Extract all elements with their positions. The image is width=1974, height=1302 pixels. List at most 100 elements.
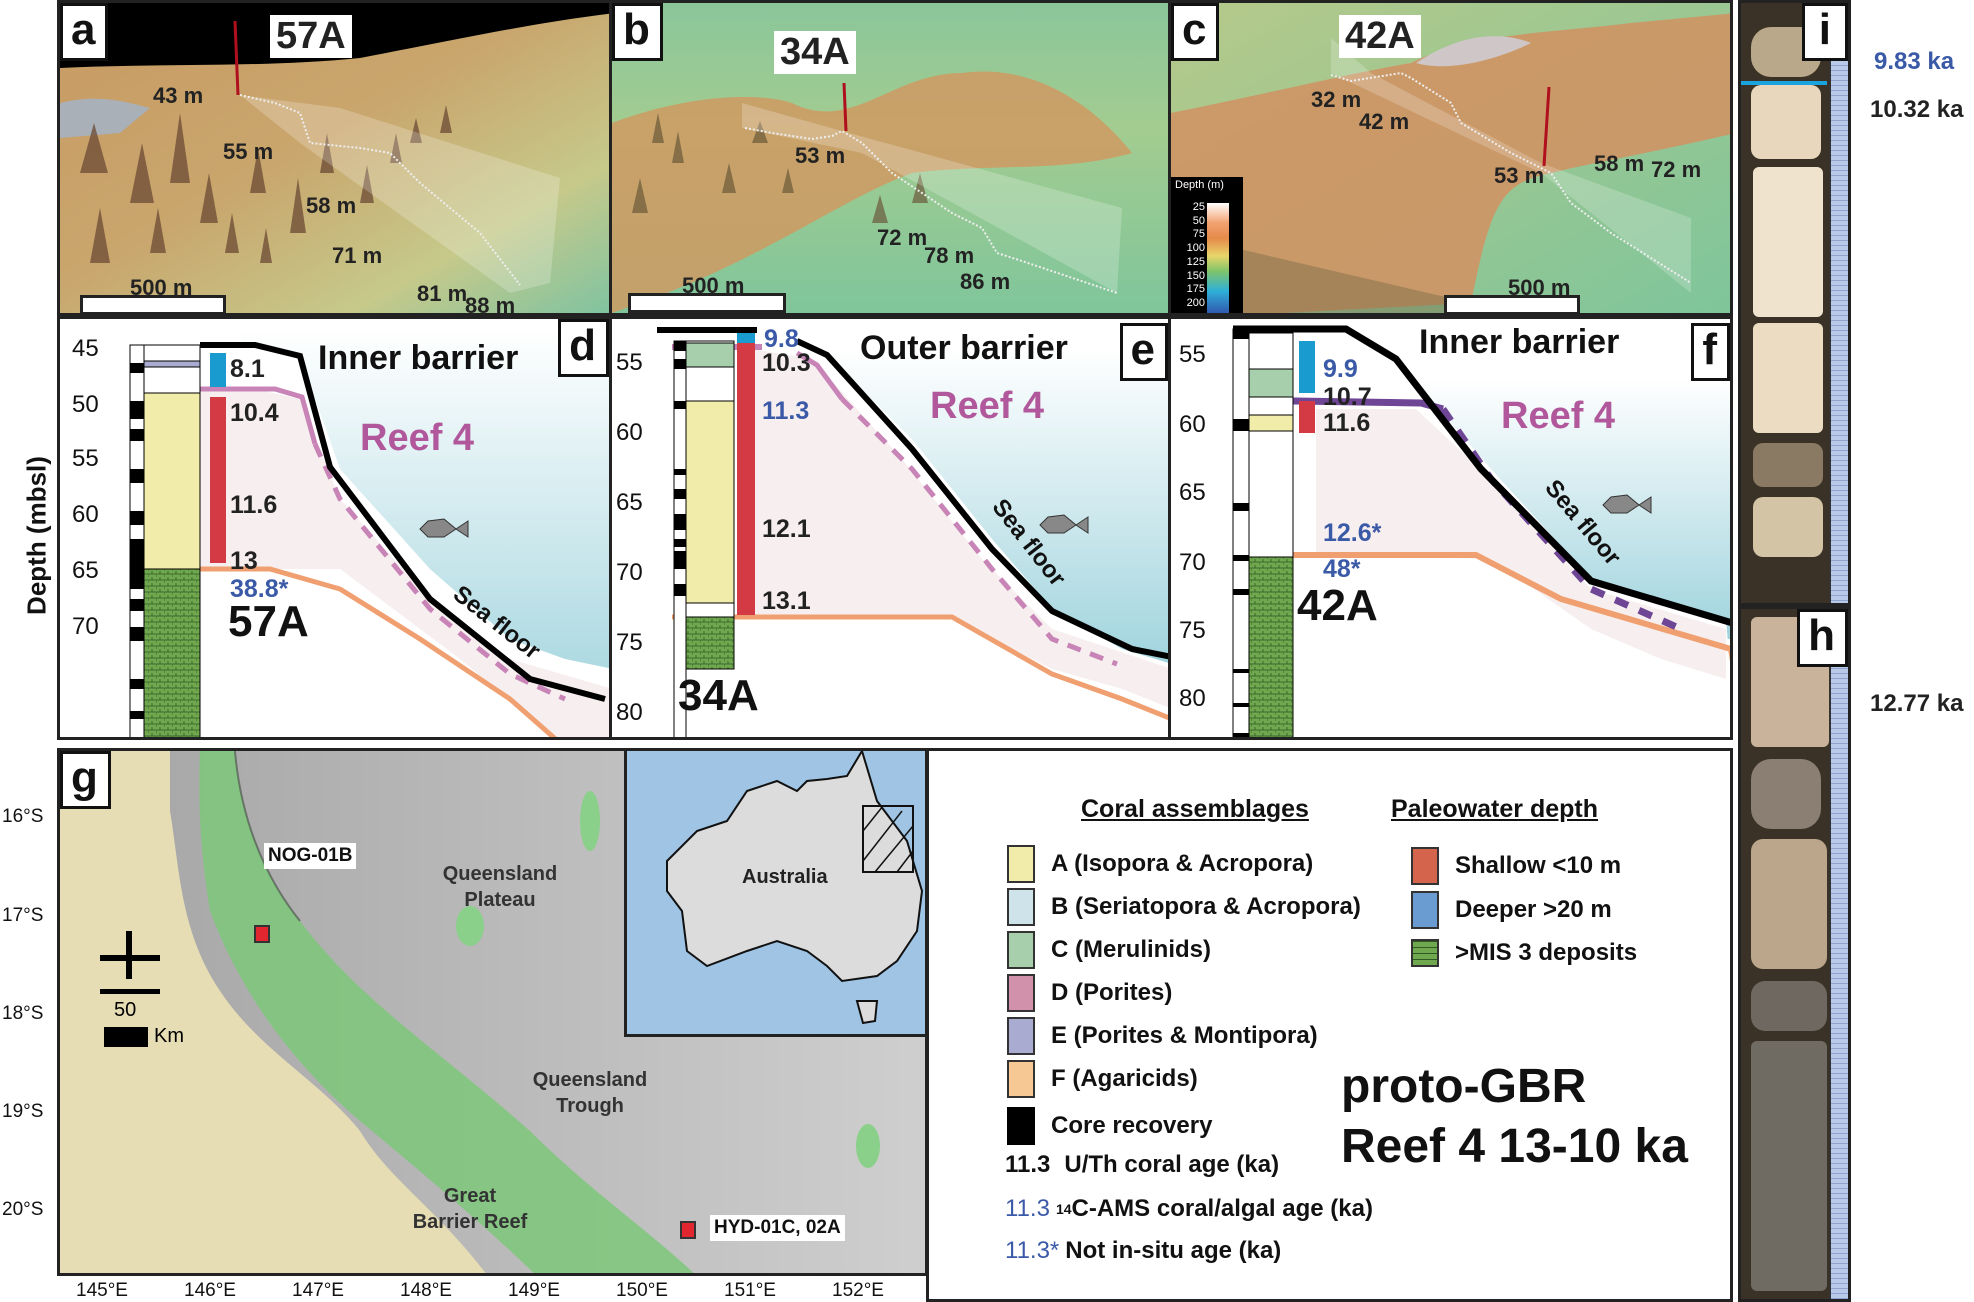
legend-age-not-in-situ: 11.3* Not in-situ age (ka) <box>1005 1237 1281 1265</box>
site-marker-hyd-01c[interactable] <box>680 1221 696 1239</box>
depth-label: 72 m <box>877 225 928 250</box>
legend-label: A (Isopora & Acropora) <box>1051 850 1314 877</box>
site-label-nog-01b: NOG-01B <box>264 843 357 869</box>
setting-label: Outer barrier <box>860 329 1068 367</box>
legend-item-core-recovery: Core recovery <box>1007 1107 1212 1145</box>
y-tick: 75 <box>1179 617 1206 644</box>
legend-label: F (Agaricids) <box>1051 1065 1198 1092</box>
y-tick: 80 <box>1179 685 1206 712</box>
scale-line <box>100 989 160 994</box>
legend-label: Shallow <10 m <box>1455 852 1622 879</box>
y-tick: 60 <box>1179 411 1206 438</box>
depth-label: 71 m <box>332 243 383 268</box>
age-label: 11.6 <box>230 491 278 519</box>
colorbar-tick: 200 <box>1186 296 1205 309</box>
lon-tick: 152°E <box>832 1280 884 1301</box>
scale-value: 50 <box>114 999 137 1021</box>
depth-label: 55 m <box>223 139 274 164</box>
depth-label: 72 m <box>1651 157 1702 182</box>
age-label: 11.3 <box>762 397 810 425</box>
depth-label: 32 m <box>1311 87 1362 112</box>
lon-tick: 146°E <box>184 1280 236 1301</box>
scale-bar <box>1444 295 1580 313</box>
cross-section-diagram <box>657 327 1168 737</box>
colorbar-ticks: 25 50 75 100 125 150 175 200 <box>1173 201 1205 311</box>
colorbar-tick: 100 <box>1186 242 1205 255</box>
site-marker-nog-01b[interactable] <box>254 925 270 943</box>
depth-label: 53 m <box>1494 163 1545 188</box>
legend-age-uth: 11.3 U/Th coral age (ka) <box>1005 1151 1279 1179</box>
lat-tick: 16°S <box>2 806 44 827</box>
panel-label-i: i <box>1801 3 1848 61</box>
legend-panel: Coral assemblages Paleowater depth A (Is… <box>926 748 1733 1302</box>
depth-label: 58 m <box>1594 151 1645 176</box>
core-name: 57A <box>228 597 309 646</box>
colorbar-tick: 50 <box>1192 214 1205 227</box>
y-tick: 45 <box>72 335 99 362</box>
core-ruler <box>1829 51 1848 603</box>
reef4-label: Reef 4 <box>930 385 1045 427</box>
legend-label: D (Porites) <box>1051 979 1173 1006</box>
legend-label: U/Th coral age (ka) <box>1064 1151 1280 1178</box>
colorbar-tick: 150 <box>1186 269 1205 282</box>
y-axis-label: Depth (mbsl) <box>21 456 52 615</box>
colorbar-tick: 175 <box>1186 283 1205 296</box>
depth-label: 86 m <box>960 269 1011 294</box>
core-ruler <box>1829 659 1848 1299</box>
panel-label-h: h <box>1797 609 1848 667</box>
depth-label: 88 m <box>465 293 516 316</box>
colorbar-tick: 25 <box>1192 201 1205 213</box>
age-label: 10.3 <box>762 349 811 377</box>
lon-tick: 147°E <box>292 1280 344 1301</box>
legend-item-e: E (Porites & Montipora) <box>1007 1017 1318 1055</box>
legend-label: B (Seriatopora & Acropora) <box>1051 893 1361 920</box>
core-tag-34a: 34A <box>774 31 856 74</box>
core-name: 42A <box>1297 581 1378 630</box>
y-tick: 70 <box>616 559 643 586</box>
colorbar-tick: 75 <box>1192 228 1205 241</box>
age-label: 8.1 <box>230 355 265 383</box>
legend-item-mis3: >MIS 3 deposits <box>1411 939 1637 967</box>
core-segment <box>1753 167 1823 317</box>
y-tick: 65 <box>72 557 99 584</box>
scale-block <box>104 1027 148 1047</box>
panel-i-core-photo: i <box>1738 0 1851 606</box>
legend-label: C (Merulinids) <box>1051 936 1211 963</box>
reef4-label: Reef 4 <box>360 417 475 459</box>
colorbar-gradient <box>1207 203 1229 313</box>
lon-tick: 148°E <box>400 1280 452 1301</box>
inset-label: Australia <box>742 866 828 888</box>
legend-item-f: F (Agaricids) <box>1007 1060 1198 1098</box>
panel-h-core-photo: h <box>1738 606 1851 1302</box>
site-label-hyd-01c-02a: HYD-01C, 02A <box>710 1215 845 1241</box>
place-queensland-plateau: Queensland Plateau <box>442 863 558 911</box>
y-tick: 75 <box>616 629 643 656</box>
depth-label: 78 m <box>924 243 975 268</box>
legend-age-sample: 11.3 <box>1005 1151 1051 1178</box>
core-tag-57a: 57A <box>270 15 352 58</box>
age-label: 11.6 <box>1323 409 1371 437</box>
panel-label-d: d <box>558 319 609 377</box>
depth-label: 58 m <box>306 193 357 218</box>
lat-tick: 17°S <box>2 905 44 926</box>
cross-section-diagram <box>122 319 609 737</box>
y-tick: 70 <box>72 613 99 640</box>
panel-a-bathymetry: a 57A 43 m 55 m 58 m 71 m 81 m 88 m 500 … <box>57 0 612 316</box>
legend-item-a: A (Isopora & Acropora) <box>1007 845 1313 883</box>
depth-colorbar-legend: Depth (m) 25 50 75 100 125 150 175 200 <box>1171 177 1243 313</box>
depth-label: 81 m <box>417 281 468 306</box>
bathymetry-3d-render <box>612 3 1168 313</box>
bathymetry-3d-render <box>1171 3 1730 313</box>
panel-g-map: g 50 Km Queensland Plateau Queensland Tr… <box>57 748 928 1276</box>
legend-item-b: B (Seriatopora & Acropora) <box>1007 888 1361 926</box>
y-tick: 50 <box>72 391 99 418</box>
setting-label: Inner barrier <box>1419 323 1620 361</box>
figure-title-line1: proto-GBR <box>1341 1060 1587 1113</box>
lon-tick: 149°E <box>508 1280 560 1301</box>
lat-tick: 20°S <box>2 1199 44 1220</box>
core-segment <box>1753 497 1823 557</box>
panel-label-c: c <box>1171 3 1220 61</box>
core-segment <box>1753 323 1823 433</box>
legend-item-shallow: Shallow <10 m <box>1411 847 1621 885</box>
panel-label-f: f <box>1691 323 1730 381</box>
